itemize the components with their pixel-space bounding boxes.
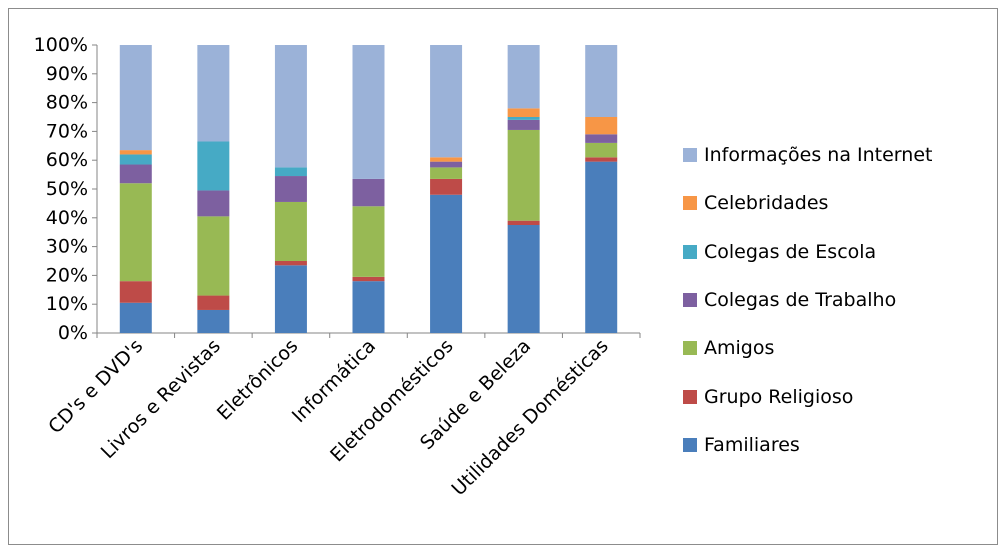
y-tick-label: 80% (46, 92, 88, 114)
legend-label: Colegas de Escola (704, 240, 877, 263)
bar-segment (197, 309, 230, 333)
bar-segment (197, 190, 230, 217)
bar-segment (352, 178, 385, 207)
bar-segment (585, 161, 618, 333)
y-tick-label: 30% (46, 236, 88, 258)
y-tick-label: 70% (46, 120, 88, 142)
bar-segment (119, 164, 152, 184)
y-tick-label: 60% (46, 149, 88, 171)
bar-segment (274, 261, 307, 266)
bar-segment (430, 194, 463, 333)
bar-segment (507, 45, 540, 109)
legend-item: Informações na Internet (683, 143, 932, 167)
bar-segment (274, 45, 307, 168)
bar-segment (119, 183, 152, 282)
y-tick-label: 90% (46, 63, 88, 85)
bar-segment (585, 157, 618, 162)
bar-segment (274, 176, 307, 202)
bar-segment (585, 117, 618, 135)
chart-frame (8, 8, 998, 545)
bar-segment (352, 281, 385, 333)
x-tick-label: Utilidades Domésticas (448, 335, 613, 500)
bar-segment (430, 45, 463, 158)
bar-segment (507, 108, 540, 117)
bar-segment (507, 220, 540, 225)
bar-segment (119, 150, 152, 155)
bar-segment (274, 201, 307, 261)
bar-segment (119, 154, 152, 165)
legend-label: Familiares (704, 433, 800, 456)
bar-segment (507, 225, 540, 333)
y-tick-label: 20% (46, 264, 88, 286)
bar-segment (119, 302, 152, 333)
bar-segment (430, 157, 463, 162)
bar-segment (197, 295, 230, 310)
y-tick-label: 100% (34, 34, 88, 56)
bar-segment (585, 142, 618, 158)
bar-segment (507, 129, 540, 221)
legend-swatch (683, 437, 697, 452)
legend-swatch (683, 244, 697, 259)
legend-label: Colegas de Trabalho (704, 288, 897, 311)
y-tick-label: 0% (58, 322, 88, 344)
bar-segment (352, 206, 385, 277)
legend-label: Grupo Religioso (704, 385, 854, 408)
legend-item: Colegas de Escola (683, 240, 876, 264)
bar-segment (585, 134, 618, 143)
bar-segment (352, 276, 385, 282)
bar-segment (197, 45, 230, 142)
bar-segment (274, 265, 307, 333)
bar-segment (352, 45, 385, 179)
legend-label: Amigos (704, 337, 775, 360)
legend-swatch (683, 148, 697, 162)
legend-label: Celebridades (704, 192, 829, 215)
bar-segment (585, 45, 618, 117)
y-tick-label: 50% (46, 178, 88, 200)
bar-segment (197, 141, 230, 191)
legend-swatch (683, 196, 697, 211)
bar-segment (430, 167, 463, 179)
legend-item: Grupo Religioso (683, 385, 853, 409)
legend-item: Colegas de Trabalho (683, 288, 896, 312)
bar-segment (430, 161, 463, 168)
legend-item: Familiares (683, 433, 800, 457)
legend-item: Celebridades (683, 191, 828, 215)
legend-swatch (683, 389, 697, 404)
legend-item: Amigos (683, 336, 774, 360)
bar-segment (507, 117, 540, 120)
bar-segment (274, 167, 307, 177)
y-tick-label: 10% (46, 293, 88, 315)
bar-segment (119, 281, 152, 303)
legend-label: Informações na Internet (704, 144, 933, 166)
bar-segment (197, 216, 230, 296)
y-tick-label: 40% (46, 207, 88, 229)
legend-swatch (683, 341, 697, 356)
bar-segment (507, 119, 540, 130)
bar-segment (430, 178, 463, 195)
legend-swatch (683, 292, 697, 307)
bar-segment (119, 45, 152, 151)
